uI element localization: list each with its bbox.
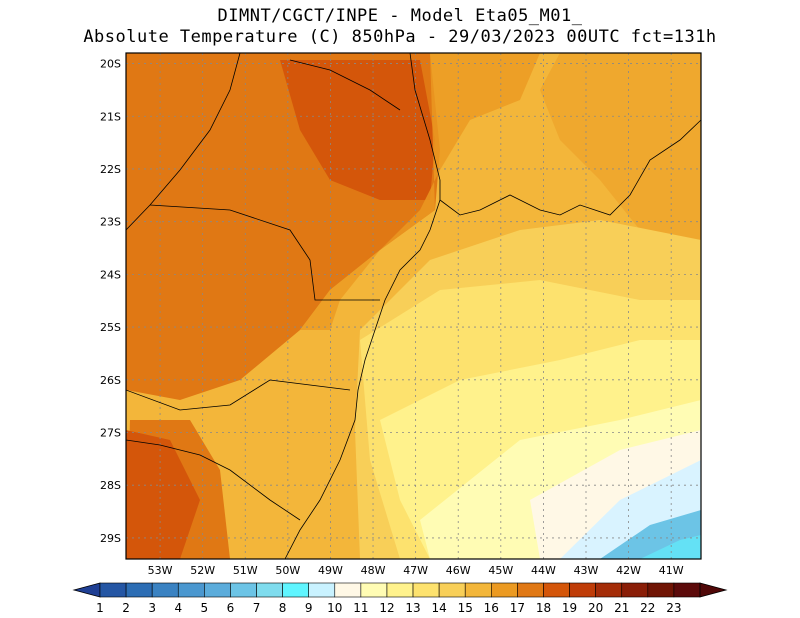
colorbar-swatch [621, 582, 649, 598]
colorbar-label: 2 [122, 601, 130, 615]
colorbar-label: 13 [405, 601, 420, 615]
colorbar-swatch [491, 582, 518, 598]
colorbar-swatch [543, 582, 570, 598]
colorbar-label: 6 [227, 601, 235, 615]
lon-tick-label: 42W [616, 564, 641, 577]
plot-frame [125, 52, 702, 560]
lon-tick-label: 53W [148, 564, 173, 577]
colorbar-arrow-high [699, 582, 728, 598]
colorbar-arrow-low [72, 582, 101, 598]
colorbar-swatch [334, 582, 362, 598]
colorbar-swatch [673, 582, 701, 598]
lon-tick-label: 50W [275, 564, 300, 577]
colorbar-label: 10 [327, 601, 342, 615]
longitude-labels: 53W 52W 51W 50W 49W 48W 47W 46W 45W 44W 43W 42W 41W [148, 564, 684, 577]
colorbar-swatch [230, 582, 257, 598]
lon-tick-label: 46W [446, 564, 471, 577]
colorbar-swatch [151, 582, 179, 598]
lon-tick-label: 41W [659, 564, 684, 577]
colorbar-label: 18 [536, 601, 551, 615]
colorbar-swatch [569, 582, 596, 598]
colorbar-label: 9 [305, 601, 313, 615]
colorbar-label: 4 [174, 601, 182, 615]
latitude-labels: 20S 21S 22S 23S 24S 25S 26S 27S 28S 29S [100, 58, 121, 545]
colorbar-label: 8 [279, 601, 287, 615]
colorbar-swatch [464, 582, 492, 598]
colorbar-label: 12 [379, 601, 394, 615]
colorbar: 1 2 3 4 5 6 7 8 9 10 11 12 13 14 15 16 17 18 19 20 21 22 23 [72, 582, 728, 615]
colorbar-swatch [438, 582, 466, 598]
colorbar-label: 7 [253, 601, 261, 615]
lat-tick-label: 26S [100, 374, 121, 387]
lon-tick-label: 45W [488, 564, 513, 577]
colorbar-swatch [308, 582, 336, 598]
lat-tick-label: 25S [100, 321, 121, 334]
colorbar-label: 22 [640, 601, 655, 615]
colorbar-swatch [517, 582, 544, 598]
lat-tick-label: 23S [100, 216, 121, 229]
colorbar-label: 14 [431, 601, 446, 615]
lon-tick-label: 52W [190, 564, 215, 577]
colorbar-label: 16 [484, 601, 499, 615]
lon-tick-label: 47W [403, 564, 428, 577]
colorbar-swatch [256, 582, 283, 598]
lat-tick-label: 28S [100, 479, 121, 492]
colorbar-label: 20 [588, 601, 603, 615]
lat-tick-label: 22S [100, 163, 121, 176]
lon-tick-label: 43W [574, 564, 599, 577]
lon-tick-label: 48W [361, 564, 386, 577]
colorbar-label: 1 [96, 601, 104, 615]
chart-title: DIMNT/CGCT/INPE - Model Eta05_M01_ [217, 6, 583, 26]
colorbar-label: 21 [614, 601, 629, 615]
coastline [126, 53, 701, 559]
lat-tick-label: 21S [100, 110, 121, 123]
lat-tick-label: 29S [100, 532, 121, 545]
lon-tick-label: 49W [318, 564, 343, 577]
temperature-field [126, 53, 701, 559]
colorbar-swatch [125, 582, 153, 598]
colorbar-label: 19 [562, 601, 577, 615]
colorbar-swatch [204, 582, 231, 598]
lat-tick-label: 24S [100, 268, 121, 281]
lat-tick-label: 27S [100, 427, 121, 440]
colorbar-swatch [412, 582, 440, 598]
colorbar-label: 11 [353, 601, 368, 615]
colorbar-swatch [595, 582, 623, 598]
gridlines [126, 53, 701, 559]
colorbar-swatch [282, 582, 309, 598]
lat-tick-label: 20S [100, 58, 121, 71]
colorbar-label: 17 [510, 601, 525, 615]
colorbar-swatch [647, 582, 675, 598]
lon-tick-label: 51W [233, 564, 258, 577]
colorbar-label: 3 [148, 601, 156, 615]
colorbar-label: 5 [201, 601, 209, 615]
chart-subtitle: Absolute Temperature (C) 850hPa - 29/03/… [83, 27, 717, 47]
colorbar-swatch [177, 582, 205, 598]
colorbar-swatch [360, 582, 388, 598]
colorbar-label: 15 [458, 601, 473, 615]
colorbar-swatch [99, 582, 127, 598]
colorbar-swatch [386, 582, 414, 598]
colorbar-label: 23 [666, 601, 681, 615]
lon-tick-label: 44W [531, 564, 556, 577]
